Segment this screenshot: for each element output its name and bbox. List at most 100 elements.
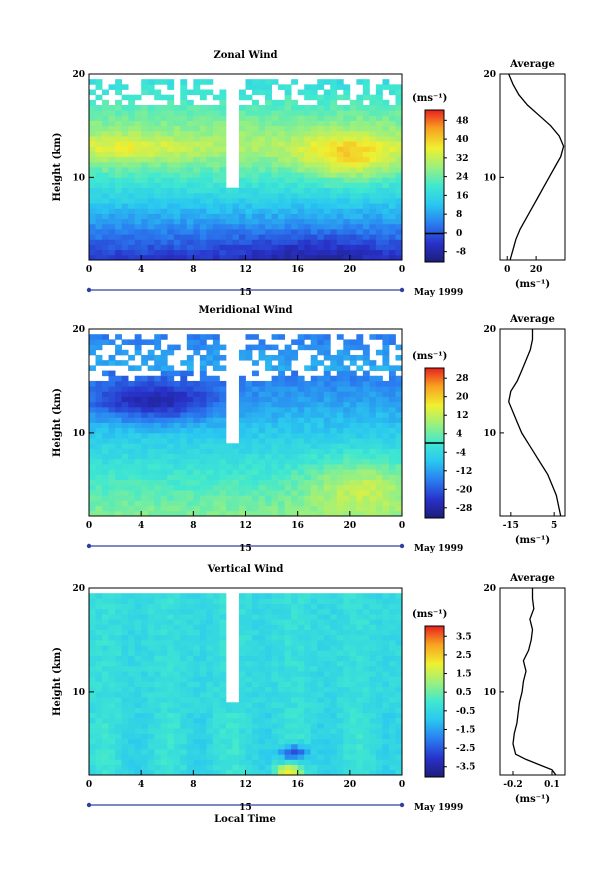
heatmap-cell	[141, 229, 149, 235]
heatmap-cell	[186, 655, 194, 662]
heatmap-cell	[330, 234, 338, 240]
heatmap-cell	[258, 187, 266, 194]
heatmap-cell	[160, 603, 168, 610]
heatmap-cell	[395, 754, 403, 760]
heatmap-cell	[95, 84, 103, 90]
heatmap-cell	[108, 427, 116, 434]
heatmap-cell	[330, 697, 338, 703]
average-title: Average	[509, 314, 555, 325]
heatmap-cell	[180, 613, 188, 620]
heatmap-cell	[265, 177, 272, 183]
heatmap-cell	[160, 354, 168, 361]
heatmap-cell	[238, 707, 246, 714]
heatmap-cell	[271, 334, 279, 340]
heatmap-cell	[219, 490, 227, 496]
heatmap-cell	[349, 474, 357, 481]
heatmap-cell	[128, 365, 136, 371]
heatmap-cell	[154, 427, 162, 434]
heatmap-cell	[238, 422, 246, 429]
heatmap-cell	[180, 161, 188, 168]
heatmap-cell	[225, 479, 233, 486]
heatmap-cell	[375, 728, 383, 734]
heatmap-cell	[173, 427, 181, 434]
heatmap-cell	[206, 89, 214, 96]
heatmap-cell	[265, 453, 272, 460]
heatmap-cell	[128, 386, 136, 392]
heatmap-cell	[343, 198, 351, 204]
heatmap-cell	[291, 223, 299, 230]
heatmap-cell	[362, 375, 370, 382]
heatmap-cell	[382, 728, 390, 734]
heatmap-cell	[154, 146, 162, 152]
heatmap-cell	[284, 187, 292, 194]
heatmap-cell	[238, 427, 246, 434]
heatmap-cell	[167, 406, 175, 413]
heatmap-cell	[369, 239, 377, 245]
heatmap-cell	[317, 769, 325, 776]
heatmap-cell	[291, 213, 299, 220]
heatmap-cell	[271, 125, 279, 132]
heatmap-cell	[102, 244, 109, 251]
heatmap-cell	[304, 151, 312, 158]
heatmap-cell	[330, 427, 338, 434]
heatmap-cell	[382, 717, 390, 724]
heatmap-cell	[147, 613, 155, 620]
heatmap-cell	[89, 707, 96, 714]
heatmap-cell	[265, 198, 272, 204]
heatmap-cell	[271, 120, 279, 127]
heatmap-cell	[349, 187, 357, 194]
heatmap-cell	[310, 671, 318, 677]
heatmap-cell	[212, 239, 220, 245]
heatmap-cell	[121, 339, 129, 345]
heatmap-cell	[147, 234, 155, 240]
heatmap-cell	[141, 360, 149, 366]
heatmap-cell	[349, 749, 357, 755]
heatmap-cell	[336, 141, 344, 147]
heatmap-cell	[278, 448, 286, 455]
heatmap-cell	[369, 105, 377, 111]
heatmap-cell	[369, 94, 377, 101]
heatmap-cell	[121, 474, 129, 481]
heatmap-cell	[317, 453, 325, 460]
heatmap-cell	[121, 391, 129, 397]
heatmap-cell	[362, 593, 370, 599]
heatmap-cell	[375, 655, 383, 662]
heatmap-cell	[102, 161, 109, 168]
heatmap-cell	[343, 754, 351, 760]
heatmap-cell	[225, 223, 233, 230]
heatmap-cell	[323, 759, 331, 766]
heatmap-cell	[95, 754, 103, 760]
heatmap-cell	[186, 733, 194, 740]
heatmap-cell	[108, 634, 116, 641]
heatmap-cell	[128, 624, 136, 630]
heatmap-cell	[193, 146, 201, 152]
heatmap-cell	[297, 244, 305, 251]
average-x-tick-label: -15	[503, 521, 519, 531]
heatmap-cell	[297, 733, 305, 740]
heatmap-cell	[199, 743, 207, 750]
heatmap-cell	[212, 681, 220, 688]
heatmap-cell	[186, 198, 194, 204]
heatmap-cell	[95, 691, 103, 698]
heatmap-cell	[147, 697, 155, 703]
heatmap-cell	[245, 479, 253, 486]
heatmap-cell	[252, 733, 259, 740]
heatmap-cell	[362, 105, 370, 111]
heatmap-cell	[252, 161, 259, 168]
heatmap-cell	[147, 639, 155, 646]
heatmap-cell	[375, 598, 383, 604]
heatmap-cell	[304, 115, 312, 121]
heatmap-cell	[369, 749, 377, 755]
heatmap-cell	[369, 458, 377, 465]
heatmap-cell	[395, 764, 403, 771]
heatmap-cell	[278, 479, 286, 486]
heatmap-cell	[271, 105, 279, 111]
heatmap-cell	[147, 249, 155, 256]
heatmap-cell	[297, 125, 305, 132]
heatmap-cell	[199, 655, 207, 662]
heatmap-cell	[349, 99, 357, 106]
heatmap-cell	[102, 427, 109, 434]
heatmap-cell	[297, 208, 305, 214]
heatmap-cell	[167, 365, 175, 371]
heatmap-cell	[167, 769, 175, 776]
